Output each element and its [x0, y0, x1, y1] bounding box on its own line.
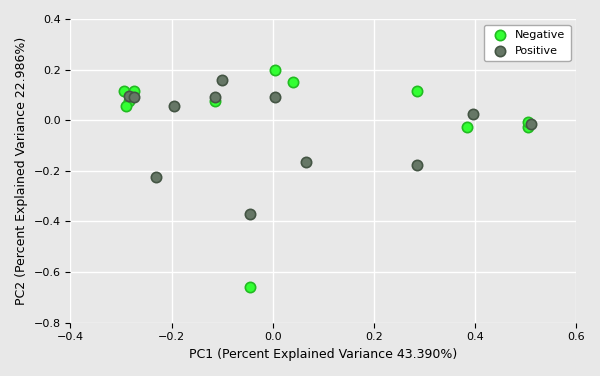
Positive — [169, 103, 179, 109]
Legend: Negative, Positive: Negative, Positive — [484, 24, 571, 61]
Positive — [412, 162, 422, 168]
Positive — [301, 159, 310, 165]
Positive — [217, 77, 227, 83]
Negative — [124, 98, 133, 104]
Negative — [271, 67, 280, 73]
Positive — [526, 121, 535, 127]
Negative — [129, 88, 139, 94]
Positive — [152, 174, 161, 180]
Negative — [288, 79, 298, 85]
Point — [245, 284, 255, 290]
Negative — [523, 118, 533, 124]
X-axis label: PC1 (Percent Explained Variance 43.390%): PC1 (Percent Explained Variance 43.390%) — [189, 348, 457, 361]
Negative — [412, 88, 422, 94]
Positive — [271, 94, 280, 100]
Positive — [129, 94, 139, 100]
Positive — [245, 211, 255, 217]
Positive — [210, 94, 220, 100]
Positive — [124, 93, 133, 99]
Y-axis label: PC2 (Percent Explained Variance 22.986%): PC2 (Percent Explained Variance 22.986%) — [15, 37, 28, 305]
Negative — [119, 88, 128, 94]
Negative — [463, 124, 472, 130]
Negative — [210, 98, 220, 104]
Positive — [468, 111, 478, 117]
Negative — [523, 124, 533, 130]
Negative — [121, 103, 131, 109]
